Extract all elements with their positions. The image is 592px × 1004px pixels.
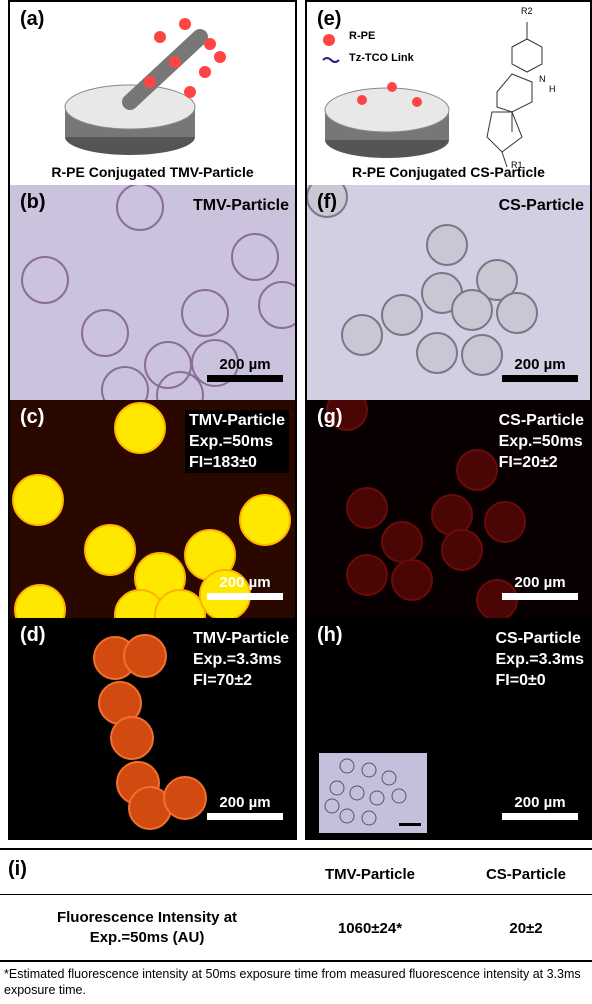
structure-label: H bbox=[549, 84, 556, 94]
panel-label: (f) bbox=[317, 191, 337, 214]
panel-label: (a) bbox=[20, 8, 44, 31]
particle bbox=[442, 530, 482, 570]
scale-bar bbox=[207, 593, 283, 600]
page: (a) R-PE Conjugated TMV-Particle (e) R-P… bbox=[0, 0, 592, 1004]
particle bbox=[22, 257, 68, 303]
scale-label: 200 µm bbox=[207, 356, 283, 373]
panel-text-line: TMV-Particle bbox=[193, 628, 289, 649]
panel-text-line: CS-Particle bbox=[499, 410, 584, 431]
particle bbox=[347, 488, 387, 528]
column-header: CS-Particle bbox=[460, 866, 592, 883]
particle bbox=[382, 295, 422, 335]
panel-text-line: CS-Particle bbox=[499, 195, 584, 216]
particle bbox=[13, 475, 63, 525]
panel-text-line: FI=70±2 bbox=[193, 670, 289, 691]
panel-label: (b) bbox=[20, 191, 46, 214]
particle bbox=[117, 185, 163, 230]
scale-bar bbox=[207, 375, 283, 382]
particle bbox=[462, 335, 502, 375]
legend-item: R-PE bbox=[349, 30, 375, 42]
panel-text-line: FI=183±0 bbox=[189, 452, 285, 473]
particle bbox=[342, 315, 382, 355]
inset bbox=[319, 753, 427, 833]
panel-label: (d) bbox=[20, 624, 46, 647]
table-cell: 1060±24* bbox=[300, 920, 440, 937]
particle bbox=[164, 777, 206, 819]
panel-b: (b) TMV-Particle 200 µm bbox=[8, 185, 297, 400]
panel-e: (e) R-PE Tz-TCO Link R2 N H R1 R-PE Conj… bbox=[305, 0, 592, 185]
particle bbox=[457, 450, 497, 490]
particle bbox=[85, 525, 135, 575]
structure-label: N bbox=[539, 74, 546, 84]
scale-bar bbox=[502, 375, 578, 382]
panel-label: (e) bbox=[317, 8, 341, 31]
caption: R-PE Conjugated TMV-Particle bbox=[10, 164, 295, 180]
particle bbox=[452, 290, 492, 330]
panel-f: (f) CS-Particle 200 µm bbox=[305, 185, 592, 400]
particle bbox=[259, 282, 297, 328]
panel-text-line: CS-Particle bbox=[496, 628, 585, 649]
inset-scale-bar bbox=[399, 823, 421, 826]
particle bbox=[240, 495, 290, 545]
panel-text: TMV-Particle bbox=[193, 195, 289, 216]
table: (i) TMV-Particle CS-Particle Fluorescenc… bbox=[0, 848, 592, 850]
scale-label: 200 µm bbox=[207, 794, 283, 811]
panel-text: TMV-ParticleExp.=50msFI=183±0 bbox=[185, 410, 289, 473]
panel-text-line: Exp.=50ms bbox=[189, 431, 285, 452]
panel-text-line: TMV-Particle bbox=[189, 410, 285, 431]
scale-label: 200 µm bbox=[502, 356, 578, 373]
panel-text: CS-ParticleExp.=3.3msFI=0±0 bbox=[496, 628, 585, 691]
particle bbox=[392, 560, 432, 600]
schematic bbox=[10, 2, 297, 185]
particle bbox=[417, 333, 457, 373]
panel-a: (a) R-PE Conjugated TMV-Particle bbox=[8, 0, 297, 185]
panel-text-line: Exp.=50ms bbox=[499, 431, 584, 452]
panel-text-line: FI=20±2 bbox=[499, 452, 584, 473]
panel-label: (c) bbox=[20, 406, 44, 429]
footnote: *Estimated fluorescence intensity at 50m… bbox=[4, 966, 588, 998]
panel-text-line: Exp.=3.3ms bbox=[496, 649, 585, 670]
particle bbox=[182, 290, 228, 336]
scale-bar bbox=[502, 593, 578, 600]
particle bbox=[382, 522, 422, 562]
particle bbox=[82, 310, 128, 356]
particle bbox=[102, 367, 148, 400]
panel-label: (g) bbox=[317, 406, 343, 429]
panel-text-line: FI=0±0 bbox=[496, 670, 585, 691]
legend-item: Tz-TCO Link bbox=[349, 52, 414, 64]
particle bbox=[427, 225, 467, 265]
scale-label: 200 µm bbox=[207, 574, 283, 591]
caption: R-PE Conjugated CS-Particle bbox=[307, 164, 590, 180]
particle bbox=[497, 293, 537, 333]
particle bbox=[232, 234, 278, 280]
scale-bar bbox=[207, 813, 283, 820]
particle bbox=[111, 717, 153, 759]
scale-label: 200 µm bbox=[502, 574, 578, 591]
particle bbox=[15, 585, 65, 618]
scale-label: 200 µm bbox=[502, 794, 578, 811]
particle bbox=[124, 635, 166, 677]
particle bbox=[485, 502, 525, 542]
panel-text: CS-Particle bbox=[499, 195, 584, 216]
panel-label: (h) bbox=[317, 624, 343, 647]
particle bbox=[145, 342, 191, 388]
particle bbox=[115, 403, 165, 453]
row-header: Fluorescence Intensity at Exp.=50ms (AU) bbox=[22, 908, 272, 948]
scale-bar bbox=[502, 813, 578, 820]
particle bbox=[347, 555, 387, 595]
particle bbox=[432, 495, 472, 535]
table-label: (i) bbox=[8, 858, 27, 881]
structure-label: R2 bbox=[521, 6, 533, 16]
table-cell: 20±2 bbox=[460, 920, 592, 937]
panel-text-line: Exp.=3.3ms bbox=[193, 649, 289, 670]
column-header: TMV-Particle bbox=[300, 866, 440, 883]
panel-text-line: TMV-Particle bbox=[193, 195, 289, 216]
